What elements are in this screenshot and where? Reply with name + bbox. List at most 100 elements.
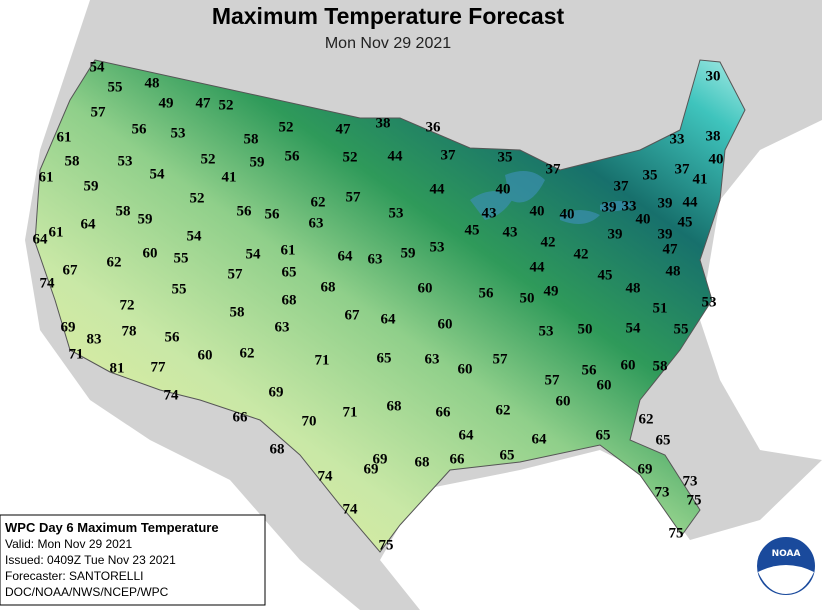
temperature-label: 57 bbox=[493, 351, 509, 367]
temperature-label: 56 bbox=[265, 206, 281, 222]
temperature-label: 44 bbox=[388, 148, 404, 164]
temperature-label: 61 bbox=[57, 129, 72, 145]
temperature-label: 40 bbox=[560, 206, 575, 222]
temperature-label: 41 bbox=[693, 171, 708, 187]
logo-wave bbox=[758, 565, 814, 594]
temperature-label: 60 bbox=[597, 377, 612, 393]
temperature-label: 73 bbox=[655, 484, 670, 500]
temperature-label: 75 bbox=[669, 525, 684, 541]
temperature-label: 54 bbox=[246, 246, 262, 262]
temperature-label: 81 bbox=[110, 360, 125, 376]
temperature-label: 50 bbox=[520, 290, 535, 306]
temperature-label: 65 bbox=[656, 432, 671, 448]
conus-temperature-field bbox=[34, 59, 746, 553]
temperature-label: 56 bbox=[285, 148, 301, 164]
temperature-label: 54 bbox=[90, 59, 106, 75]
temperature-label: 56 bbox=[132, 121, 148, 137]
temperature-label: 57 bbox=[346, 189, 362, 205]
temperature-label: 41 bbox=[222, 169, 237, 185]
temperature-label: 60 bbox=[556, 393, 571, 409]
temperature-label: 75 bbox=[379, 537, 394, 553]
temperature-label: 52 bbox=[279, 119, 294, 135]
temperature-label: 40 bbox=[709, 151, 724, 167]
atlantic-ocean bbox=[700, 120, 822, 460]
temperature-label: 64 bbox=[81, 216, 97, 232]
temperature-label: 83 bbox=[87, 331, 102, 347]
temperature-label: 61 bbox=[49, 224, 64, 240]
temperature-label: 63 bbox=[425, 351, 440, 367]
temperature-label: 61 bbox=[39, 169, 54, 185]
temperature-label: 42 bbox=[541, 234, 556, 250]
temperature-label: 55 bbox=[174, 250, 189, 266]
temperature-label: 69 bbox=[61, 319, 76, 335]
temperature-label: 54 bbox=[150, 166, 166, 182]
temperature-label: 58 bbox=[65, 153, 80, 169]
temperature-label: 53 bbox=[430, 239, 445, 255]
temperature-label: 63 bbox=[275, 319, 290, 335]
temperature-label: 64 bbox=[381, 311, 397, 327]
temperature-label: 59 bbox=[84, 178, 99, 194]
temperature-label: 62 bbox=[311, 194, 326, 210]
temperature-label: 60 bbox=[418, 280, 433, 296]
temperature-label: 68 bbox=[387, 398, 402, 414]
temperature-label: 63 bbox=[309, 215, 324, 231]
temperature-label: 45 bbox=[678, 214, 693, 230]
temperature-label: 55 bbox=[172, 281, 187, 297]
temperature-label: 33 bbox=[622, 198, 637, 214]
temperature-label: 58 bbox=[230, 304, 245, 320]
temperature-label: 47 bbox=[196, 95, 212, 111]
temperature-label: 64 bbox=[532, 431, 548, 447]
temperature-label: 56 bbox=[479, 285, 495, 301]
temperature-label: 44 bbox=[530, 259, 546, 275]
temperature-label: 39 bbox=[608, 226, 623, 242]
temperature-label: 56 bbox=[582, 362, 598, 378]
temperature-label: 47 bbox=[336, 121, 352, 137]
temperature-label: 47 bbox=[663, 241, 679, 257]
map-subtitle: Mon Nov 29 2021 bbox=[325, 35, 451, 52]
temperature-label: 65 bbox=[500, 447, 515, 463]
temperature-label: 40 bbox=[496, 181, 511, 197]
temperature-label: 69 bbox=[364, 461, 379, 477]
temperature-label: 52 bbox=[343, 149, 358, 165]
temperature-label: 35 bbox=[643, 167, 658, 183]
temperature-label: 45 bbox=[465, 222, 480, 238]
temperature-label: 77 bbox=[151, 359, 167, 375]
temperature-label: 66 bbox=[436, 404, 452, 420]
info-line: WPC Day 6 Maximum Temperature bbox=[5, 520, 219, 535]
temperature-label: 44 bbox=[430, 181, 446, 197]
temperature-label: 74 bbox=[40, 275, 56, 291]
temperature-label: 71 bbox=[343, 404, 358, 420]
temperature-label: 68 bbox=[321, 279, 336, 295]
temperature-label: 33 bbox=[670, 131, 685, 147]
temperature-label: 38 bbox=[706, 128, 721, 144]
info-line: DOC/NOAA/NWS/NCEP/WPC bbox=[5, 585, 169, 599]
temperature-label: 62 bbox=[496, 402, 511, 418]
temperature-label: 48 bbox=[626, 280, 641, 296]
temperature-label: 74 bbox=[343, 501, 359, 517]
logo-text: NOAA bbox=[772, 549, 801, 559]
temperature-label: 57 bbox=[545, 372, 561, 388]
temperature-label: 59 bbox=[138, 211, 153, 227]
temperature-label: 60 bbox=[438, 316, 453, 332]
temperature-label: 72 bbox=[120, 297, 135, 313]
temperature-label: 58 bbox=[244, 131, 259, 147]
temperature-label: 58 bbox=[653, 358, 668, 374]
great-lakes bbox=[470, 171, 635, 224]
temperature-label: 49 bbox=[544, 283, 559, 299]
temperature-label: 39 bbox=[602, 199, 617, 215]
temperature-label: 55 bbox=[674, 321, 689, 337]
temperature-label: 36 bbox=[426, 119, 442, 135]
temperature-label: 60 bbox=[621, 357, 636, 373]
temperature-label: 66 bbox=[450, 451, 466, 467]
temperature-label: 59 bbox=[401, 245, 416, 261]
info-line: Issued: 0409Z Tue Nov 23 2021 bbox=[5, 553, 176, 567]
info-box bbox=[0, 514, 266, 606]
temperature-label: 52 bbox=[201, 151, 216, 167]
temperature-label: 64 bbox=[338, 248, 354, 264]
temperature-label: 40 bbox=[530, 203, 545, 219]
temperature-label: 54 bbox=[626, 320, 642, 336]
temperature-label: 58 bbox=[116, 203, 131, 219]
temperature-label: 74 bbox=[318, 468, 334, 484]
